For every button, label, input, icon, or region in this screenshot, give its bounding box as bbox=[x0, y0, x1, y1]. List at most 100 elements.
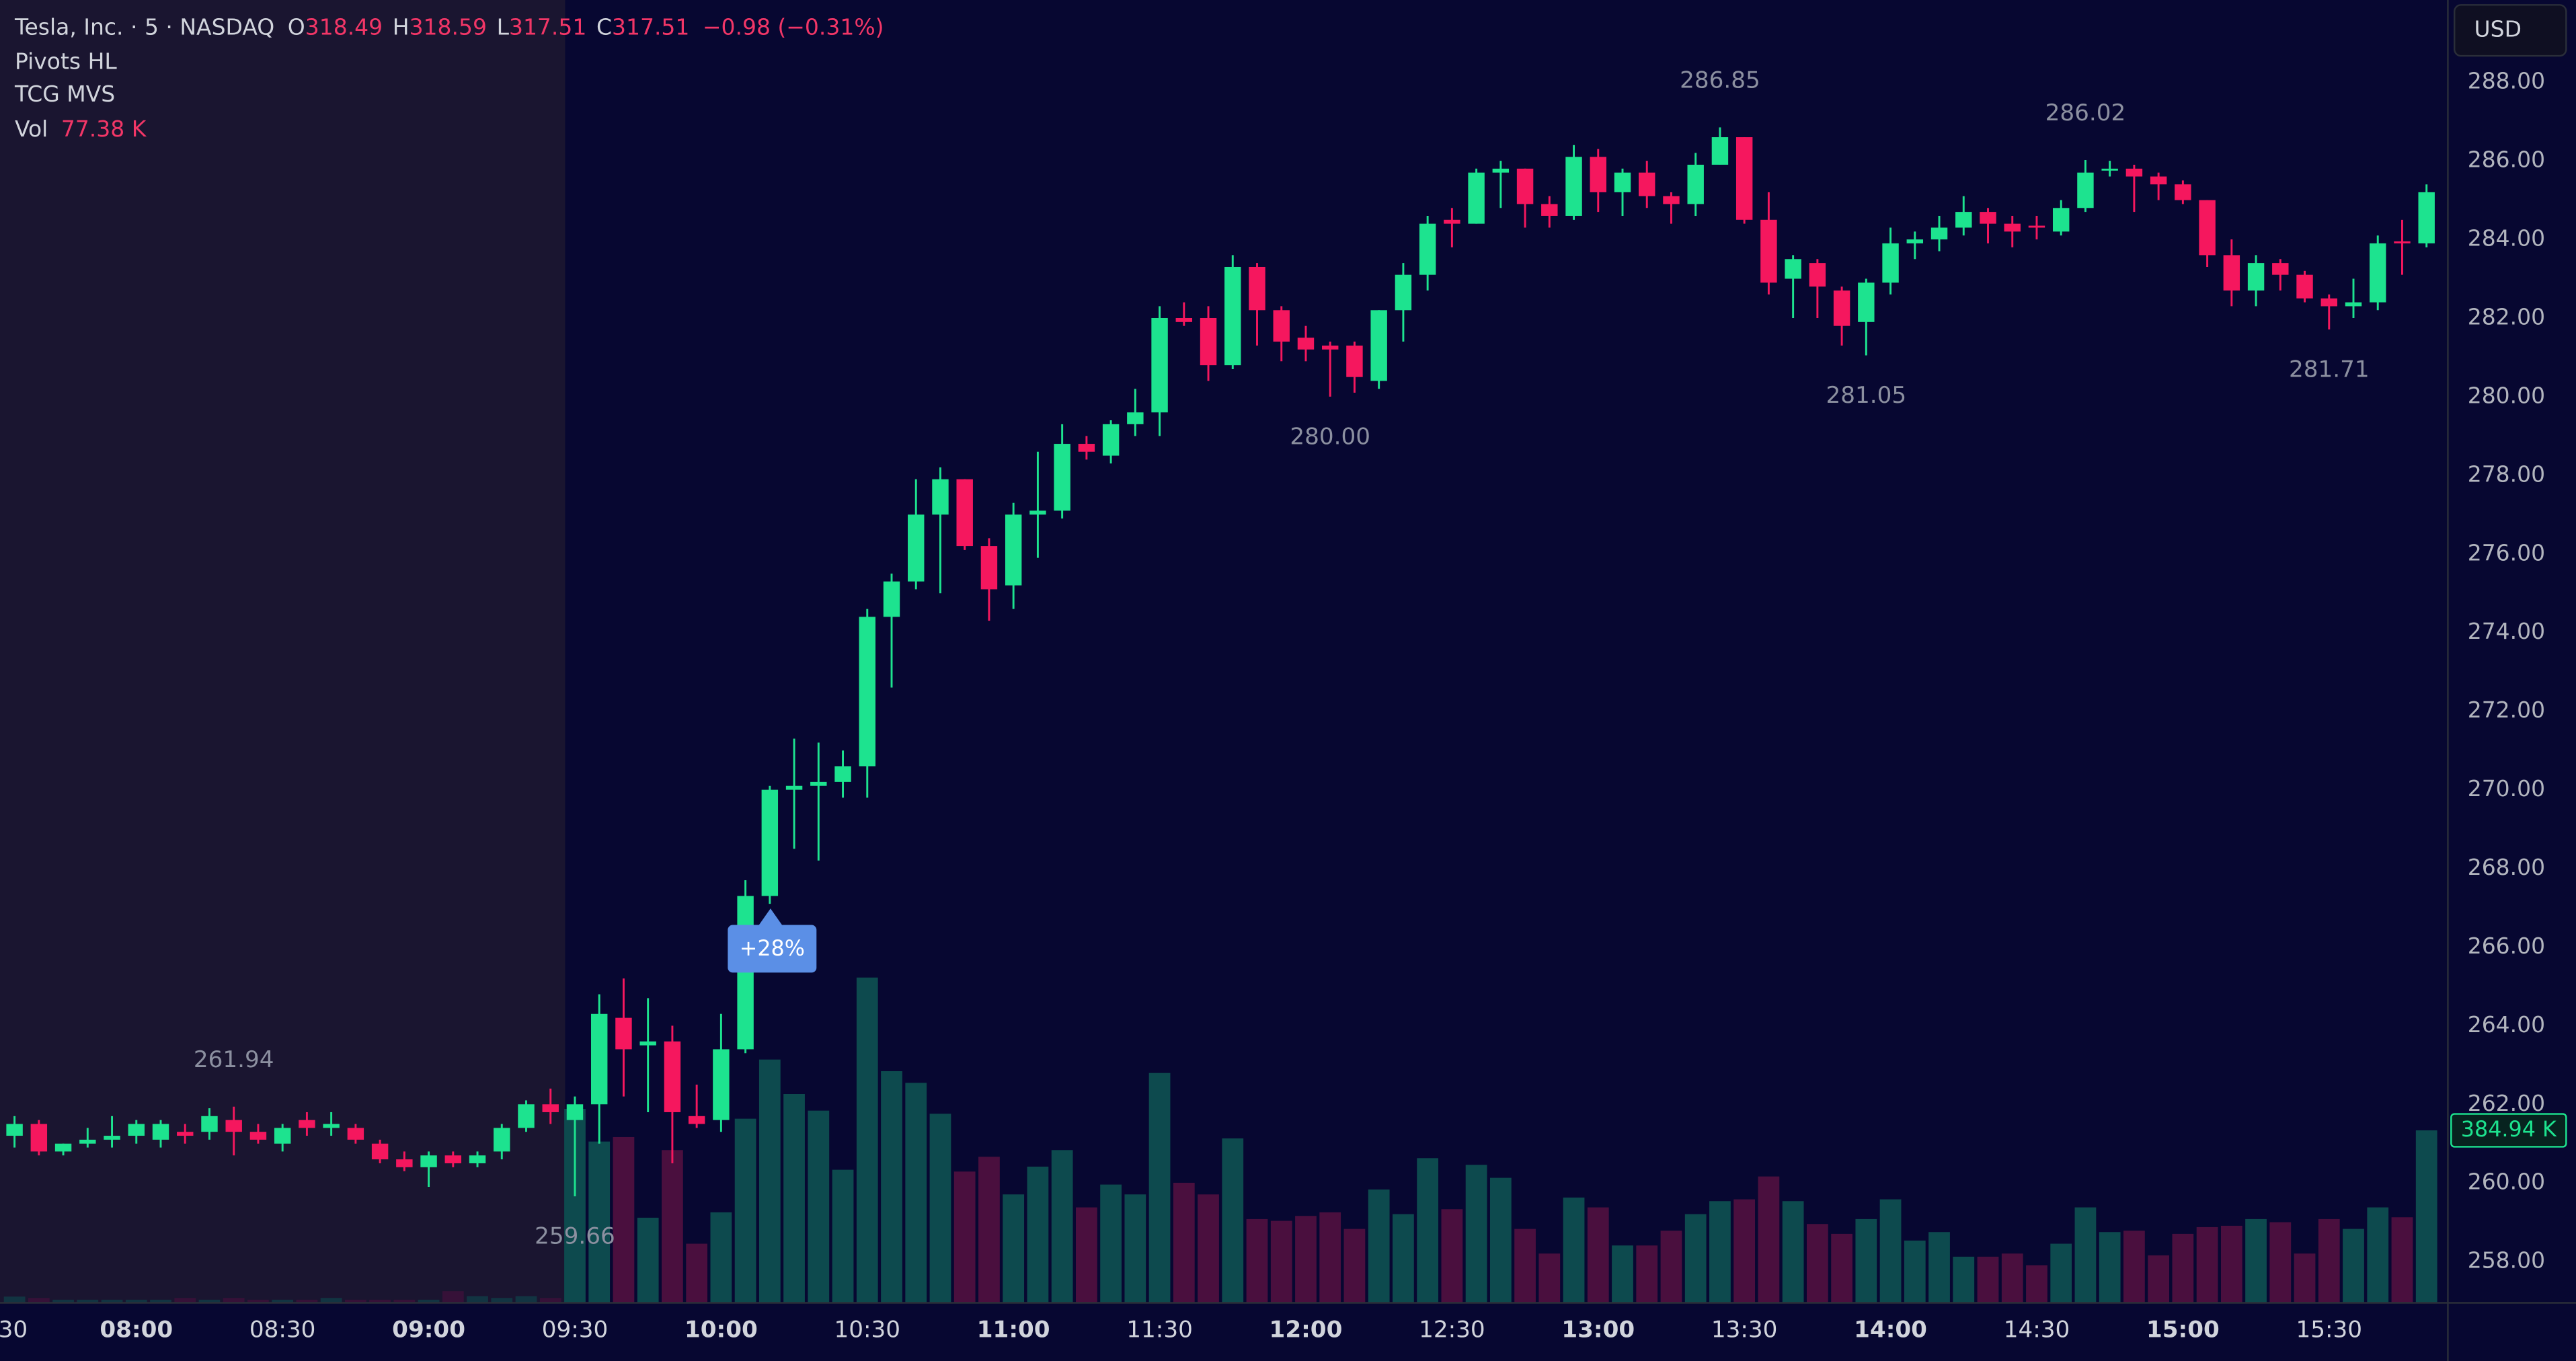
volume-label: 384.94 K bbox=[2461, 1118, 2557, 1142]
pivot-label: 286.02 bbox=[2045, 100, 2126, 126]
time-tick-label: 12:00 bbox=[1270, 1317, 1343, 1344]
volume-bar bbox=[320, 1298, 342, 1303]
volume-bar bbox=[2245, 1218, 2267, 1303]
volume-bar bbox=[1270, 1220, 1292, 1303]
candle-body bbox=[1687, 164, 1704, 204]
volume-bar bbox=[150, 1299, 171, 1303]
volume-bar bbox=[1051, 1150, 1073, 1303]
time-tick-label: 08:30 bbox=[249, 1317, 316, 1344]
pivot-label: 281.05 bbox=[1826, 382, 1907, 409]
candle-body bbox=[1395, 274, 1412, 311]
candle-body bbox=[420, 1155, 437, 1167]
annotation-pointer bbox=[758, 908, 782, 925]
indicator[interactable]: Pivots HL bbox=[15, 48, 117, 74]
volume-bar bbox=[686, 1243, 708, 1303]
time-tick-label: 14:30 bbox=[2004, 1317, 2070, 1344]
candle-body bbox=[201, 1116, 218, 1132]
volume-bar bbox=[223, 1298, 245, 1303]
volume-bar bbox=[1222, 1138, 1244, 1303]
price-tick-label: 276.00 bbox=[2468, 539, 2545, 566]
volume-bar bbox=[393, 1299, 416, 1303]
volume-bar bbox=[101, 1299, 123, 1303]
volume-bar bbox=[1806, 1224, 1828, 1303]
time-tick-label: 14:00 bbox=[1854, 1317, 1927, 1344]
candle-body bbox=[566, 1104, 584, 1120]
candle-body bbox=[1833, 290, 1850, 326]
volume-bar bbox=[2148, 1255, 2170, 1303]
candle-body bbox=[2052, 208, 2070, 232]
volume-legend: Vol 77.38 K bbox=[15, 116, 147, 142]
legend-key: C bbox=[596, 13, 612, 40]
volume-bar bbox=[52, 1299, 74, 1303]
candle-body bbox=[2418, 192, 2435, 243]
annotation-box bbox=[728, 925, 817, 973]
candle-body bbox=[2101, 168, 2118, 171]
volume-label-box bbox=[2450, 1113, 2567, 1148]
candle-body bbox=[1224, 266, 1241, 366]
candle-body bbox=[1858, 282, 1875, 322]
candle-body bbox=[323, 1124, 340, 1128]
price-tick-label: 258.00 bbox=[2468, 1247, 2545, 1274]
time-tick-label: 10:30 bbox=[834, 1317, 901, 1344]
candle-body bbox=[590, 1013, 608, 1105]
volume-bar bbox=[2318, 1218, 2340, 1303]
time-tick-label: 12:30 bbox=[1419, 1317, 1485, 1344]
candle-body bbox=[79, 1139, 96, 1144]
candle-body bbox=[713, 1049, 730, 1120]
candle-body bbox=[1516, 168, 1534, 204]
candle-body bbox=[1346, 345, 1363, 377]
candle-body bbox=[1711, 137, 1729, 165]
candle-body bbox=[347, 1128, 364, 1140]
volume-bar bbox=[1148, 1073, 1171, 1303]
volume-bar bbox=[2391, 1217, 2413, 1303]
candle-body bbox=[688, 1116, 705, 1124]
volume-bar bbox=[1295, 1216, 1317, 1303]
volume-bar bbox=[1343, 1229, 1366, 1303]
volume-bar bbox=[539, 1298, 561, 1303]
volume-bar bbox=[77, 1299, 99, 1303]
volume-bar bbox=[758, 1059, 781, 1303]
volume-bar bbox=[1246, 1218, 1268, 1303]
candle-body bbox=[128, 1124, 145, 1136]
volume-bar bbox=[1636, 1245, 1658, 1303]
price-tick-label: 266.00 bbox=[2468, 933, 2545, 959]
volume-bar bbox=[2026, 1265, 2047, 1303]
candle-body bbox=[469, 1155, 486, 1163]
volume-bar bbox=[2220, 1225, 2242, 1303]
time-tick-label: 15:30 bbox=[2296, 1317, 2363, 1344]
candle-body bbox=[1492, 168, 1510, 173]
volume-bar bbox=[1660, 1231, 1682, 1303]
volume-bar bbox=[808, 1110, 830, 1303]
candle-body bbox=[1760, 219, 1777, 283]
volume-bar bbox=[2196, 1227, 2218, 1303]
volume-bar bbox=[881, 1071, 902, 1303]
candle-body bbox=[371, 1143, 389, 1160]
volume-bar bbox=[3, 1296, 26, 1303]
candle-body bbox=[104, 1136, 120, 1140]
candle-body bbox=[1127, 412, 1144, 424]
candle-body bbox=[396, 1159, 413, 1167]
candle-body bbox=[1590, 157, 1606, 192]
time-tick-label: 11:30 bbox=[1126, 1317, 1193, 1344]
indicator[interactable]: TCG MVS bbox=[14, 81, 115, 107]
volume-bar bbox=[125, 1299, 147, 1303]
volume-bar bbox=[1489, 1177, 1512, 1303]
time-tick-label: 13:30 bbox=[1711, 1317, 1778, 1344]
volume-bar bbox=[1319, 1212, 1341, 1303]
candle-body bbox=[2272, 263, 2289, 275]
volume-bar bbox=[662, 1150, 683, 1303]
currency-button[interactable] bbox=[2453, 4, 2567, 57]
candle-body bbox=[1930, 227, 1948, 240]
candle-body bbox=[2394, 241, 2411, 243]
candle-body bbox=[2028, 225, 2045, 228]
currency-label[interactable]: USD bbox=[2474, 16, 2522, 42]
candle-body bbox=[1029, 510, 1046, 515]
candle-body bbox=[1565, 157, 1582, 216]
price-tick-label: 280.00 bbox=[2468, 382, 2545, 408]
volume-bar bbox=[2074, 1207, 2097, 1303]
legend-value: 317.51 bbox=[612, 13, 689, 40]
price-tick-label: 264.00 bbox=[2468, 1011, 2545, 1038]
volume-bar bbox=[2294, 1253, 2316, 1303]
volume-bar bbox=[1368, 1189, 1390, 1303]
